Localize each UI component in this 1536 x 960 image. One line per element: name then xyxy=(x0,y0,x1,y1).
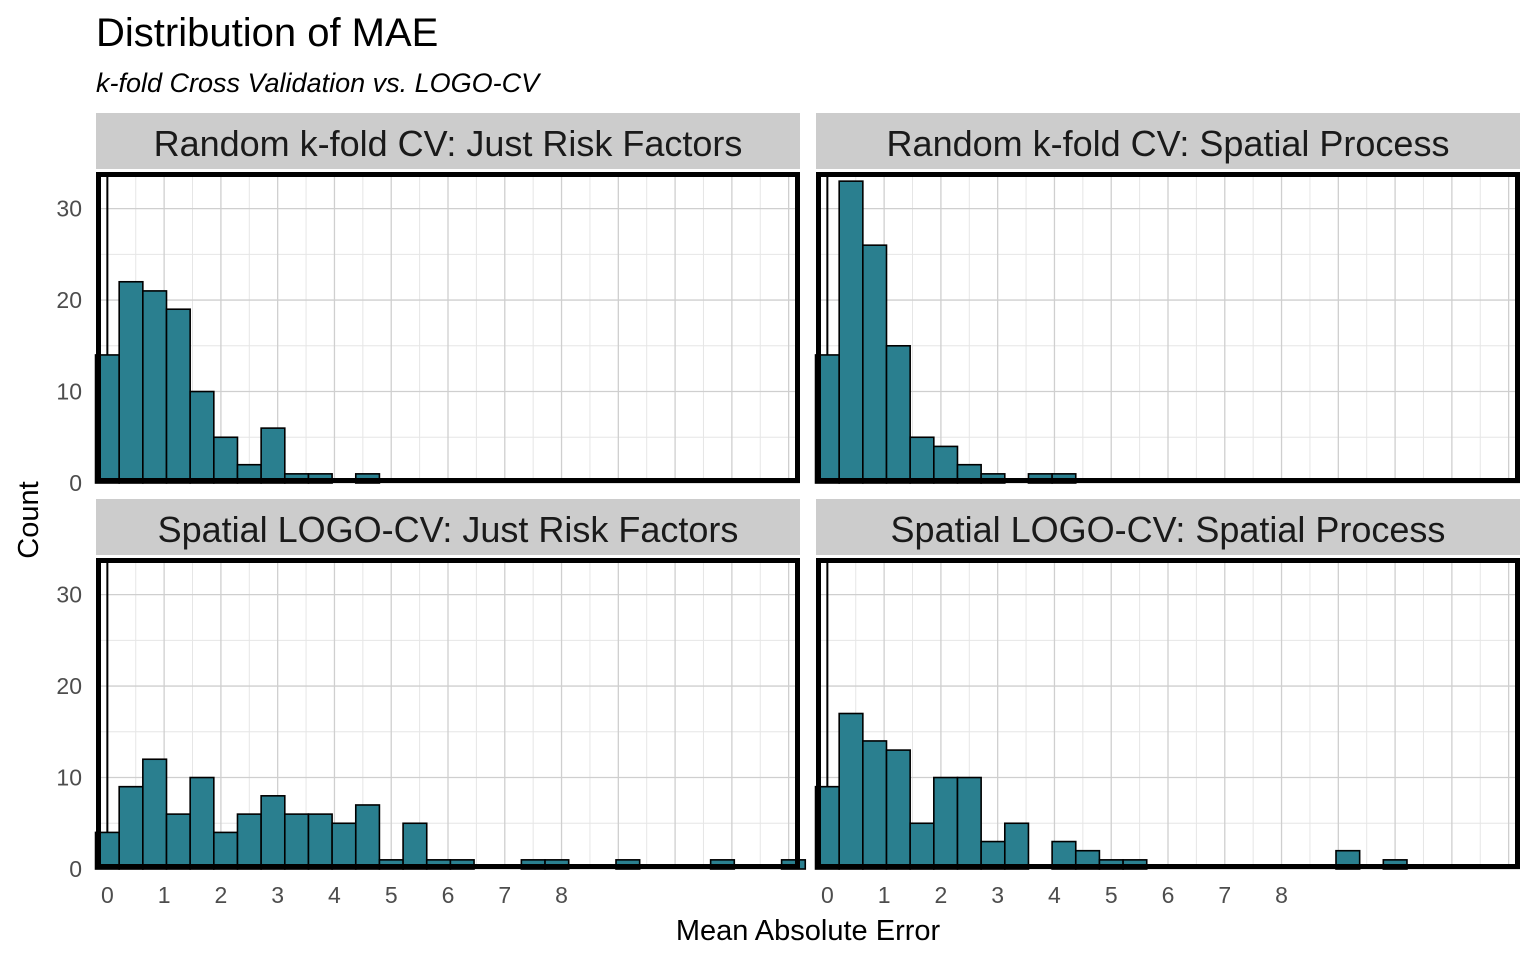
facet-strip-label: Spatial LOGO-CV: Just Risk Factors xyxy=(158,509,739,550)
y-tick-label: 10 xyxy=(56,379,82,405)
histogram-bar xyxy=(862,740,888,870)
facet-strip xyxy=(816,499,1520,555)
facet-panel: Random k-fold CV: Spatial Process xyxy=(814,113,1520,484)
histogram-bar xyxy=(885,749,911,870)
x-tick-label: 2 xyxy=(215,882,228,908)
y-tick-label: 0 xyxy=(69,856,82,882)
x-tick-label: 6 xyxy=(442,882,455,908)
histogram-bar xyxy=(142,758,168,870)
histogram-bar xyxy=(165,308,191,484)
facet-strip xyxy=(816,113,1520,169)
histogram-bar xyxy=(260,427,286,484)
histogram-bar xyxy=(331,822,357,870)
histogram-bar xyxy=(956,776,982,870)
histogram-bar xyxy=(862,244,888,484)
y-tick-label: 30 xyxy=(56,582,82,608)
facet-panels: Random k-fold CV: Just Risk Factors01020… xyxy=(56,113,1520,908)
histogram-bar xyxy=(933,776,959,870)
y-tick-label: 0 xyxy=(69,470,82,496)
x-tick-label: 4 xyxy=(328,882,341,908)
x-axis-title: Mean Absolute Error xyxy=(676,915,941,947)
x-tick-label: 0 xyxy=(101,882,114,908)
facet-panel: Spatial LOGO-CV: Spatial Process 0 1 2 3 4 5 6 7… xyxy=(814,499,1520,908)
facet-strip xyxy=(96,499,800,555)
x-tick-label: 8 xyxy=(555,882,568,908)
panel-border xyxy=(96,558,800,869)
histogram-bar xyxy=(118,280,144,484)
histogram-bar xyxy=(838,712,864,870)
histogram-bar xyxy=(838,180,864,484)
histogram-bar xyxy=(909,822,935,870)
chart-subtitle: k-fold Cross Validation vs. LOGO-CV xyxy=(96,68,542,98)
x-tick-label: 2 xyxy=(935,882,948,908)
histogram-bar xyxy=(189,776,215,870)
chart-title: Distribution of MAE xyxy=(96,11,438,55)
x-tick-label: 4 xyxy=(1048,882,1061,908)
histogram-bar xyxy=(189,390,215,484)
histogram-bar xyxy=(165,813,191,870)
histogram-bar xyxy=(354,804,381,870)
facet-strip xyxy=(96,113,800,169)
panel-border xyxy=(816,172,1520,483)
x-tick-label: 3 xyxy=(271,882,284,908)
histogram-bar xyxy=(909,436,935,484)
facet-strip-label: Random k-fold CV: Spatial Process xyxy=(887,123,1450,164)
histogram-bar xyxy=(260,795,286,870)
y-tick-label: 10 xyxy=(56,765,82,791)
histogram-bar xyxy=(213,436,239,484)
x-tick-label: 1 xyxy=(878,882,891,908)
panel-border xyxy=(816,558,1520,869)
histogram-bar xyxy=(885,344,911,484)
y-axis-title: Count xyxy=(13,481,45,558)
facet-panel: Random k-fold CV: Just Risk Factors 0 10 20… xyxy=(56,113,800,496)
y-tick-label: 20 xyxy=(56,673,82,699)
facet-strip-label: Spatial LOGO-CV: Spatial Process xyxy=(891,509,1446,550)
panel-border xyxy=(96,172,800,483)
x-tick-label: 5 xyxy=(1105,882,1118,908)
x-tick-label: 8 xyxy=(1275,882,1288,908)
x-tick-label: 6 xyxy=(1162,882,1175,908)
histogram-bar xyxy=(118,785,144,870)
x-tick-label: 0 xyxy=(821,882,834,908)
histogram-bar xyxy=(213,831,239,870)
histogram-bar xyxy=(236,813,262,870)
histogram-bar xyxy=(142,290,168,484)
y-tick-label: 20 xyxy=(56,287,82,313)
histogram-bar xyxy=(1003,822,1030,870)
histogram-bar xyxy=(402,822,428,870)
x-tick-label: 3 xyxy=(991,882,1004,908)
histogram-bar xyxy=(283,813,310,870)
facet-strip-label: Random k-fold CV: Just Risk Factors xyxy=(154,123,743,164)
y-tick-label: 30 xyxy=(56,196,82,222)
x-tick-label: 7 xyxy=(1218,882,1231,908)
x-tick-label: 7 xyxy=(498,882,511,908)
x-tick-label: 5 xyxy=(385,882,398,908)
histogram-bar xyxy=(307,813,333,870)
facet-panel: Spatial LOGO-CV: Just Risk Factors010203… xyxy=(56,499,807,908)
histogram-bar xyxy=(933,445,959,484)
x-tick-label: 1 xyxy=(158,882,171,908)
